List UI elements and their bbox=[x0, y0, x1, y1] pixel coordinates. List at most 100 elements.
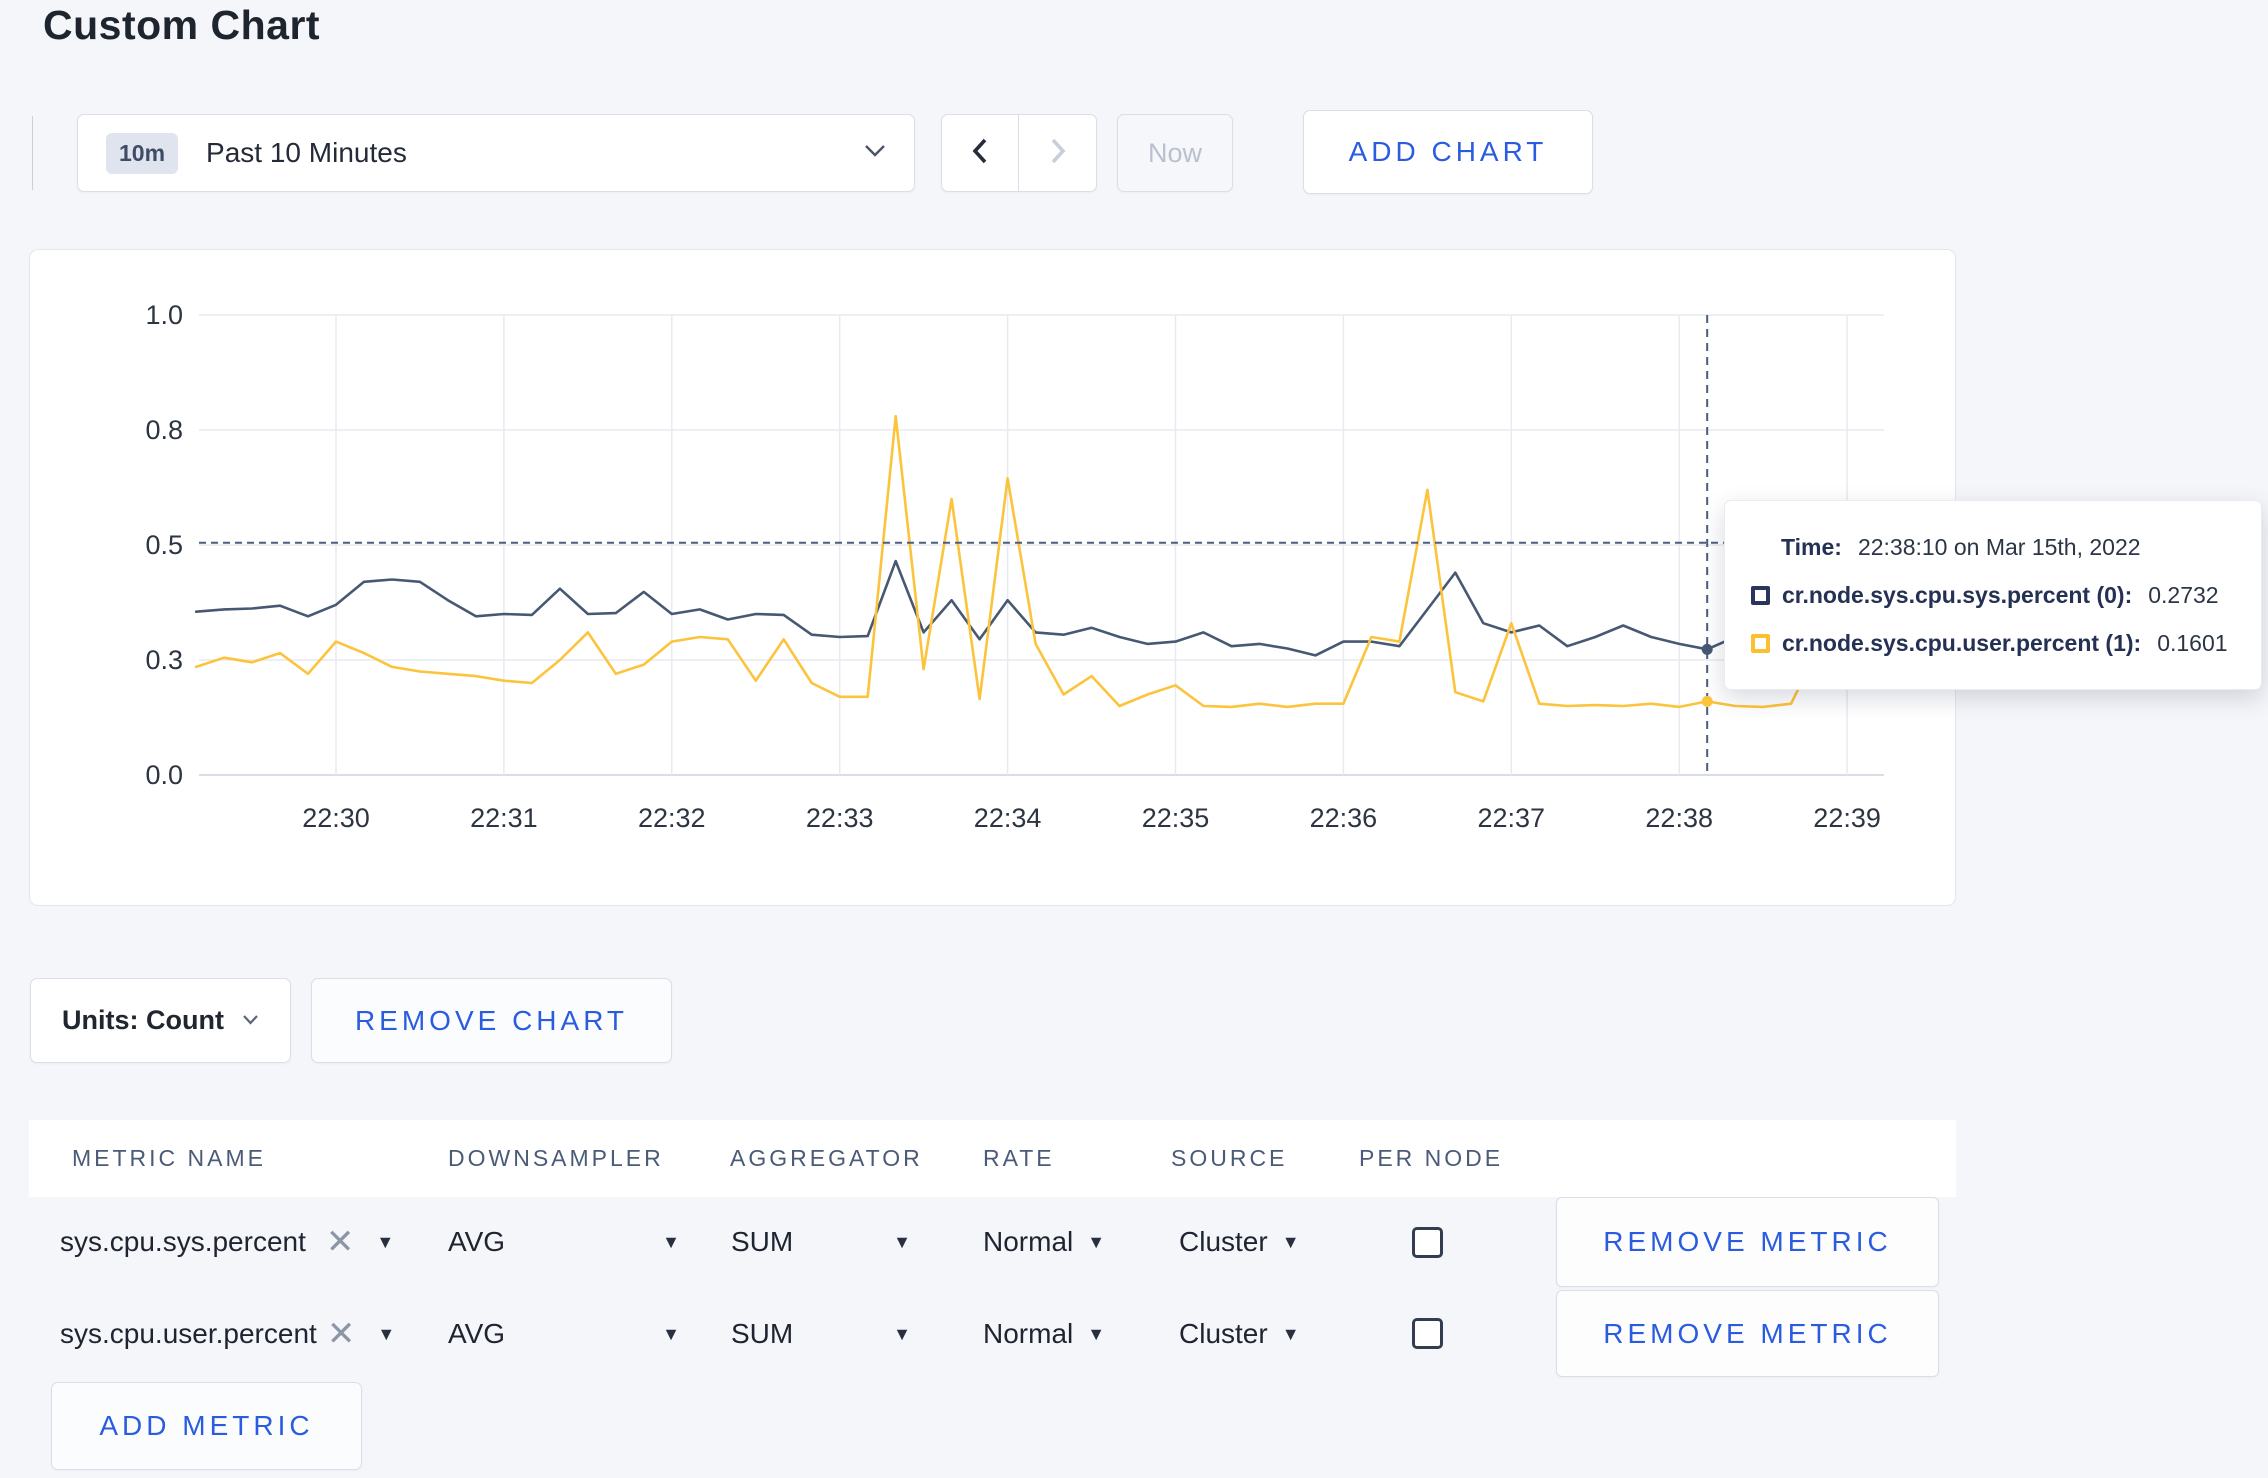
svg-text:1.0: 1.0 bbox=[145, 300, 183, 330]
units-select[interactable]: Units: Count bbox=[30, 978, 291, 1063]
timeframe-select[interactable]: 10m Past 10 Minutes bbox=[77, 114, 915, 192]
rate-value: Normal bbox=[983, 1317, 1074, 1349]
caret-down-icon: ▼ bbox=[1281, 1232, 1300, 1252]
column-header-metric-name: METRIC NAME bbox=[72, 1145, 266, 1171]
caret-down-icon: ▼ bbox=[662, 1232, 680, 1252]
metric-name-value: sys.cpu.sys.percent bbox=[60, 1226, 306, 1257]
rate-select[interactable]: Normal ▼ bbox=[983, 1290, 1105, 1377]
downsampler-select[interactable]: AVG ▼ bbox=[448, 1197, 680, 1287]
svg-text:22:38: 22:38 bbox=[1645, 803, 1713, 833]
svg-text:0.5: 0.5 bbox=[145, 530, 183, 560]
svg-text:22:34: 22:34 bbox=[974, 803, 1042, 833]
aggregator-select[interactable]: SUM ▼ bbox=[731, 1290, 911, 1377]
previous-timeframe-button[interactable] bbox=[942, 115, 1019, 191]
remove-chart-label: REMOVE CHART bbox=[354, 1004, 629, 1036]
time-nav-group bbox=[941, 114, 1097, 192]
rate-value: Normal bbox=[983, 1226, 1074, 1257]
tooltip-series-value: 0.2732 bbox=[2148, 581, 2219, 608]
metrics-table-header: METRIC NAME DOWNSAMPLER AGGREGATOR RATE … bbox=[29, 1120, 1956, 1197]
column-header-per-node: PER NODE bbox=[1359, 1145, 1504, 1171]
next-timeframe-button[interactable] bbox=[1019, 115, 1096, 191]
add-chart-label: ADD CHART bbox=[1348, 136, 1548, 167]
aggregator-value: SUM bbox=[731, 1226, 794, 1257]
toolbar-divider bbox=[32, 116, 33, 190]
timeframe-label: Past 10 Minutes bbox=[206, 137, 407, 168]
caret-down-icon: ▼ bbox=[1087, 1323, 1106, 1344]
tooltip-series-name: cr.node.sys.cpu.sys.percent (0): bbox=[1782, 581, 2133, 608]
svg-text:22:37: 22:37 bbox=[1478, 803, 1546, 833]
chevron-left-icon bbox=[970, 137, 990, 170]
caret-down-icon: ▼ bbox=[893, 1232, 911, 1252]
svg-text:22:30: 22:30 bbox=[302, 803, 370, 833]
source-select[interactable]: Cluster ▼ bbox=[1179, 1290, 1300, 1377]
series-swatch-icon-user bbox=[1751, 633, 1770, 653]
metric-row: sys.cpu.sys.percent ✕ ▼ AVG ▼ SUM ▼ Norm… bbox=[29, 1197, 1956, 1287]
svg-text:0.0: 0.0 bbox=[145, 760, 183, 790]
aggregator-value: SUM bbox=[731, 1317, 794, 1349]
per-node-cell bbox=[1412, 1197, 1443, 1287]
source-value: Cluster bbox=[1179, 1226, 1268, 1257]
downsampler-value: AVG bbox=[448, 1226, 506, 1257]
caret-down-icon: ▼ bbox=[662, 1323, 680, 1344]
chevron-right-icon bbox=[1048, 137, 1068, 170]
svg-text:22:35: 22:35 bbox=[1142, 803, 1210, 833]
close-icon[interactable]: ✕ bbox=[325, 1223, 355, 1261]
caret-down-icon: ▼ bbox=[377, 1323, 396, 1344]
remove-metric-label: REMOVE METRIC bbox=[1603, 1226, 1892, 1257]
add-metric-button[interactable]: ADD METRIC bbox=[51, 1382, 362, 1470]
column-header-rate: RATE bbox=[983, 1145, 1055, 1171]
now-button[interactable]: Now bbox=[1117, 114, 1233, 192]
caret-down-icon: ▼ bbox=[376, 1232, 395, 1252]
source-value: Cluster bbox=[1179, 1317, 1268, 1349]
add-metric-label: ADD METRIC bbox=[99, 1410, 314, 1441]
column-header-downsampler: DOWNSAMPLER bbox=[448, 1145, 664, 1171]
tooltip-series-row: cr.node.sys.cpu.sys.percent (0): 0.2732 bbox=[1751, 582, 2235, 609]
close-icon[interactable]: ✕ bbox=[326, 1314, 356, 1353]
per-node-cell bbox=[1412, 1290, 1443, 1377]
caret-down-icon: ▼ bbox=[893, 1323, 911, 1344]
metric-name-select[interactable]: sys.cpu.user.percent ✕ ▼ bbox=[60, 1290, 395, 1377]
per-node-checkbox[interactable] bbox=[1412, 1226, 1443, 1258]
remove-metric-button[interactable]: REMOVE METRIC bbox=[1556, 1197, 1939, 1287]
chart-card: 0.0 0.3 0.5 0.8 1.0 22:30 22:31 22:32 22:33 22:34… bbox=[29, 249, 1956, 906]
svg-text:22:39: 22:39 bbox=[1813, 803, 1881, 833]
tooltip-series-row: cr.node.sys.cpu.user.percent (1): 0.1601 bbox=[1751, 630, 2235, 657]
per-node-checkbox[interactable] bbox=[1412, 1318, 1443, 1349]
tooltip-series-value: 0.1601 bbox=[2157, 629, 2228, 656]
chart-tooltip: Time: 22:38:10 on Mar 15th, 2022 cr.node… bbox=[1724, 500, 2262, 690]
chart-canvas[interactable]: 0.0 0.3 0.5 0.8 1.0 22:30 22:31 22:32 22:33 22:34… bbox=[30, 250, 1957, 907]
remove-metric-button[interactable]: REMOVE METRIC bbox=[1556, 1290, 1939, 1377]
tooltip-time-row: Time: 22:38:10 on Mar 15th, 2022 bbox=[1781, 534, 2235, 561]
aggregator-select[interactable]: SUM ▼ bbox=[731, 1197, 911, 1287]
chevron-down-icon bbox=[242, 1012, 259, 1030]
units-label: Units: Count bbox=[62, 1005, 224, 1035]
caret-down-icon: ▼ bbox=[1281, 1323, 1300, 1344]
remove-chart-button[interactable]: REMOVE CHART bbox=[311, 978, 672, 1063]
svg-text:0.8: 0.8 bbox=[145, 415, 183, 445]
source-select[interactable]: Cluster ▼ bbox=[1179, 1197, 1300, 1287]
remove-metric-label: REMOVE METRIC bbox=[1603, 1317, 1892, 1349]
downsampler-select[interactable]: AVG ▼ bbox=[448, 1290, 680, 1377]
chevron-down-icon bbox=[864, 144, 886, 162]
metric-name-value: sys.cpu.user.percent bbox=[60, 1317, 317, 1349]
series-swatch-icon-sys bbox=[1751, 585, 1770, 605]
tooltip-time-value: 22:38:10 on Mar 15th, 2022 bbox=[1857, 533, 2141, 560]
timeframe-badge: 10m bbox=[106, 132, 179, 174]
svg-text:22:33: 22:33 bbox=[806, 803, 874, 833]
column-header-source: SOURCE bbox=[1171, 1145, 1288, 1171]
tooltip-time-label: Time: bbox=[1781, 533, 1842, 560]
svg-text:22:36: 22:36 bbox=[1310, 803, 1378, 833]
metric-row: sys.cpu.user.percent ✕ ▼ AVG ▼ SUM ▼ Nor… bbox=[29, 1290, 1956, 1377]
svg-text:0.3: 0.3 bbox=[145, 645, 183, 675]
page-title: Custom Chart bbox=[43, 2, 321, 48]
downsampler-value: AVG bbox=[448, 1317, 506, 1349]
caret-down-icon: ▼ bbox=[1087, 1232, 1106, 1252]
metric-name-select[interactable]: sys.cpu.sys.percent ✕ ▼ bbox=[60, 1197, 394, 1287]
svg-text:22:32: 22:32 bbox=[638, 803, 706, 833]
column-header-aggregator: AGGREGATOR bbox=[730, 1145, 923, 1171]
svg-text:22:31: 22:31 bbox=[470, 803, 538, 833]
tooltip-series-name: cr.node.sys.cpu.user.percent (1): bbox=[1782, 629, 2142, 656]
add-chart-button[interactable]: ADD CHART bbox=[1303, 110, 1593, 194]
rate-select[interactable]: Normal ▼ bbox=[983, 1197, 1105, 1287]
